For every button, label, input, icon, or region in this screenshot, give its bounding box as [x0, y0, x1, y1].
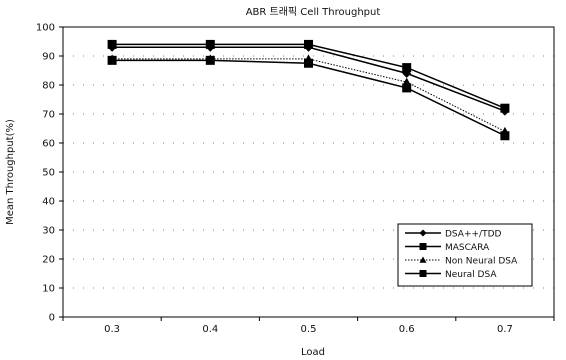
x-tick-label: 0.7	[497, 324, 513, 335]
data-point	[304, 58, 313, 68]
y-tick-label: 20	[42, 255, 55, 266]
y-tick-label: 50	[42, 168, 55, 179]
series-0	[107, 42, 510, 116]
y-tick-label: 90	[42, 52, 55, 63]
y-tick-label: 30	[42, 226, 55, 237]
y-tick-label: 60	[42, 139, 55, 150]
series-line	[112, 43, 506, 109]
x-axis-ticks: 0.3 0.4 0.5 0.6 0.7	[62, 317, 555, 335]
legend-item-label: Non Neural DSA	[445, 257, 518, 267]
y-tick-label: 10	[42, 284, 55, 295]
y-tick-label: 100	[36, 23, 55, 34]
x-axis-label: Load	[301, 347, 325, 358]
x-tick-label: 0.4	[202, 324, 218, 335]
data-point	[402, 83, 412, 93]
x-tick-label: 0.5	[301, 324, 317, 335]
y-tick-label: 40	[42, 197, 55, 208]
data-point	[500, 131, 510, 141]
y-tick-label: 80	[42, 81, 55, 92]
legend-marker	[419, 229, 427, 237]
y-tick-label: 0	[49, 313, 55, 324]
legend: DSA++/TDD MASCARA Non Neural DSA Neural DSA	[397, 223, 533, 287]
data-point	[205, 55, 215, 65]
series-1	[107, 39, 510, 113]
series-line	[112, 59, 506, 137]
series-3	[107, 55, 510, 141]
data-point	[205, 39, 215, 49]
series-line	[112, 58, 506, 132]
data-point	[107, 39, 117, 49]
x-tick-label: 0.6	[399, 324, 415, 335]
y-axis-ticks: 0 10 20 30 40 50 60 70 80 90 100	[36, 23, 63, 324]
legend-marker	[419, 243, 427, 250]
series-group	[107, 39, 510, 141]
chart-title: ABR 트래픽 Cell Throughput	[246, 6, 381, 18]
legend-marker	[419, 270, 427, 277]
legend-item-label: Neural DSA	[445, 270, 497, 280]
x-tick-label: 0.3	[104, 324, 120, 335]
y-axis-label: Mean Throughput(%)	[5, 119, 16, 225]
data-point	[304, 39, 313, 49]
data-point	[107, 55, 117, 65]
data-point	[500, 103, 510, 113]
y-tick-label: 70	[42, 110, 55, 121]
legend-marker	[419, 256, 427, 263]
data-point	[402, 63, 412, 73]
legend-item-label: DSA++/TDD	[445, 230, 502, 240]
legend-item-label: MASCARA	[445, 243, 490, 253]
